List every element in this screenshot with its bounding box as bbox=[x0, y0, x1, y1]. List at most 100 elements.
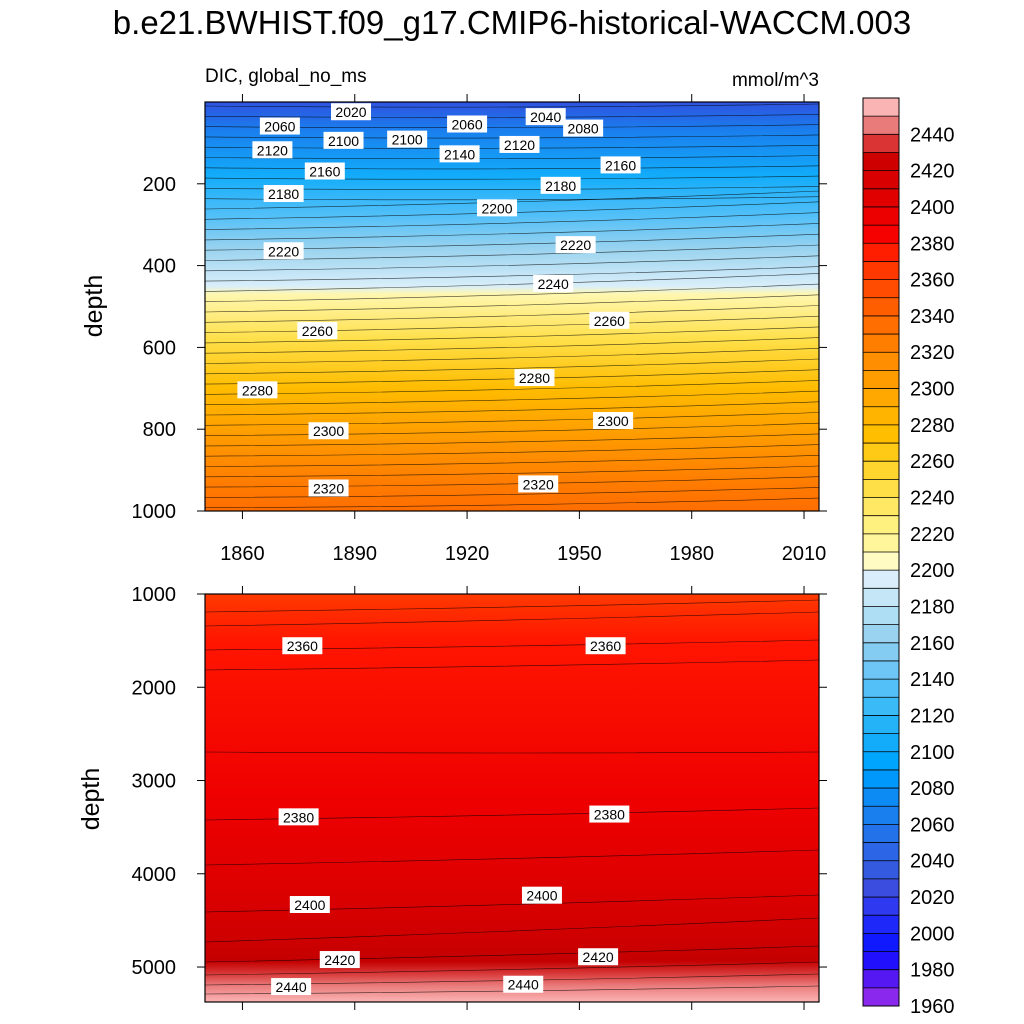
y-tick-label: 4000 bbox=[132, 864, 177, 886]
contour-label-text: 2020 bbox=[335, 104, 366, 120]
contour-label-text: 2400 bbox=[294, 897, 325, 913]
x-tick-label: 1950 bbox=[557, 543, 602, 565]
contour-line bbox=[205, 455, 819, 467]
contour-line bbox=[205, 401, 819, 416]
contour-line bbox=[205, 326, 819, 344]
colorbar-swatch bbox=[863, 715, 899, 735]
contour-label-text: 2060 bbox=[264, 119, 295, 135]
upper-panel: 2020 2060 2060 2040 2080 2100 2100 2120 2120 2140… bbox=[80, 94, 827, 565]
colorbar-swatch bbox=[863, 987, 899, 1007]
contour-line bbox=[205, 348, 819, 364]
contour-line bbox=[205, 487, 819, 498]
contour-label: 2060 bbox=[259, 117, 300, 135]
right-string: mmol/m^3 bbox=[732, 70, 819, 91]
upper-field bbox=[205, 102, 819, 511]
contour-label-text: 2040 bbox=[530, 109, 561, 125]
contour-label-text: 2280 bbox=[242, 382, 273, 398]
colorbar-swatch bbox=[863, 824, 899, 844]
colorbar-swatch bbox=[863, 806, 899, 825]
colorbar-swatch bbox=[863, 915, 899, 934]
colorbar-swatch bbox=[863, 733, 899, 753]
contour-label-text: 2420 bbox=[324, 952, 355, 968]
colorbar-label: 2120 bbox=[910, 705, 955, 727]
contour-label: 2360 bbox=[585, 637, 626, 655]
contour-label-text: 2300 bbox=[313, 423, 344, 439]
contour-label-text: 2080 bbox=[568, 121, 599, 137]
contour-label-text: 2380 bbox=[283, 809, 314, 825]
y-tick-label: 5000 bbox=[132, 957, 177, 979]
contour-label: 2120 bbox=[252, 141, 293, 159]
colorbar-label: 2380 bbox=[910, 233, 955, 255]
colorbar-swatch bbox=[863, 570, 899, 589]
main-title: b.e21.BWHIST.f09_g17.CMIP6-historical-WA… bbox=[112, 4, 912, 41]
contour-line bbox=[205, 315, 819, 333]
contour-label: 2040 bbox=[525, 108, 566, 126]
colorbar-swatch bbox=[863, 969, 899, 989]
y-tick-label: 3000 bbox=[132, 771, 177, 793]
x-tick-label: 1920 bbox=[445, 543, 490, 565]
colorbar-label: 2400 bbox=[910, 197, 955, 219]
contour-label-text: 2280 bbox=[519, 370, 550, 386]
contour-label-text: 2360 bbox=[590, 638, 621, 654]
colorbar-label: 2060 bbox=[910, 814, 955, 836]
colorbar-swatch bbox=[863, 951, 899, 971]
colorbar-swatch bbox=[863, 243, 899, 262]
x-tick-label: 1980 bbox=[669, 543, 714, 565]
contour-line bbox=[205, 114, 819, 118]
x-tick-label: 1890 bbox=[333, 543, 378, 565]
upper-frame bbox=[204, 101, 820, 512]
colorbar-label: 2080 bbox=[910, 778, 955, 800]
colorbar-swatch bbox=[863, 315, 899, 335]
colorbar-swatch bbox=[863, 624, 899, 644]
colorbar-swatch bbox=[863, 533, 899, 553]
contour-label: 2380 bbox=[278, 808, 319, 826]
left-string: DIC, global_no_ms bbox=[205, 66, 367, 87]
colorbar-swatch bbox=[863, 424, 899, 444]
contour-label: 2280 bbox=[237, 381, 278, 399]
contour-label: 2380 bbox=[589, 805, 630, 823]
colorbar-swatch bbox=[863, 933, 899, 953]
contour-label: 2320 bbox=[518, 475, 559, 493]
contour-line bbox=[205, 369, 819, 385]
colorbar-label: 2200 bbox=[910, 560, 955, 582]
contour-line bbox=[205, 175, 819, 180]
contour-label-text: 2320 bbox=[523, 476, 554, 492]
colorbar-swatch bbox=[863, 769, 899, 789]
contour-label-text: 2200 bbox=[481, 200, 512, 216]
contour-label: 2400 bbox=[521, 886, 562, 904]
contour-label-text: 2300 bbox=[598, 413, 629, 429]
lower-panel: 2360 2360 2380 2380 2400 2400 2420 2420 2440 2440… bbox=[77, 584, 827, 1010]
contour-line bbox=[205, 337, 819, 354]
colorbar-swatch bbox=[863, 497, 899, 517]
colorbar-swatch bbox=[863, 697, 899, 716]
contour-label: 2080 bbox=[563, 119, 604, 137]
colorbar-swatch bbox=[863, 606, 899, 626]
contour-label-text: 2440 bbox=[508, 977, 539, 993]
contour-line bbox=[205, 212, 819, 230]
y-tick-label: 1000 bbox=[132, 501, 177, 523]
contour-line bbox=[205, 358, 819, 375]
contour-label: 2140 bbox=[439, 145, 480, 163]
colorbar-label: 2420 bbox=[910, 161, 955, 183]
colorbar-swatch bbox=[863, 406, 899, 426]
contour-line bbox=[205, 659, 819, 671]
contour-label: 2300 bbox=[593, 412, 634, 430]
contour-line bbox=[205, 412, 819, 426]
colorbar-label: 2340 bbox=[910, 306, 955, 328]
colorbar-swatch bbox=[863, 878, 899, 898]
colorbar-frame bbox=[862, 97, 900, 1007]
contour-label-text: 2140 bbox=[444, 146, 475, 162]
contour-line bbox=[205, 917, 819, 943]
contour-label-text: 2240 bbox=[538, 276, 569, 292]
colorbar-swatch bbox=[863, 206, 899, 226]
x-tick-label: 1860 bbox=[220, 543, 265, 565]
colorbar-swatch bbox=[863, 479, 899, 499]
colorbar-label: 2440 bbox=[910, 124, 955, 146]
contour-line bbox=[205, 103, 819, 108]
contour-line bbox=[205, 961, 819, 976]
contour-label-text: 2400 bbox=[526, 888, 557, 904]
colorbar-label: 2000 bbox=[910, 923, 955, 945]
contour-label: 2300 bbox=[308, 422, 349, 440]
contour-label-text: 2100 bbox=[392, 132, 423, 148]
colorbar-swatch bbox=[863, 860, 899, 880]
